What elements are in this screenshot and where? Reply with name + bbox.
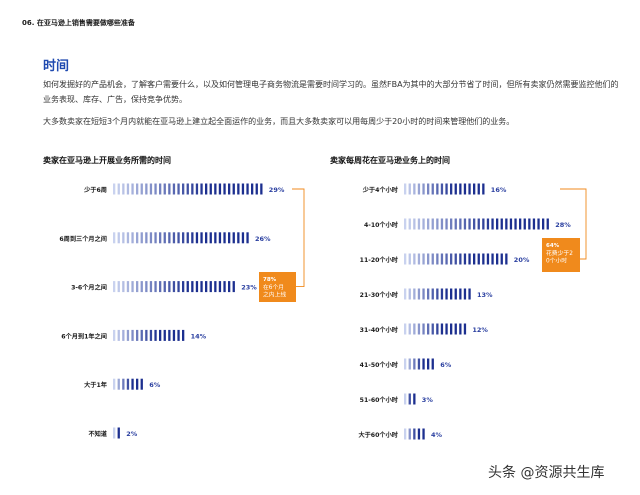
chart1-value-label: 6% xyxy=(149,381,161,389)
chart2-bar xyxy=(404,428,425,440)
chart2-bar xyxy=(404,358,434,370)
chart2-category-label: 少于4个小时 xyxy=(362,186,399,194)
chart2-bar xyxy=(404,253,508,265)
chart2-category-label: 51-60个小时 xyxy=(360,396,399,404)
chart2-value-label: 16% xyxy=(491,186,507,194)
page-heading: 时间 xyxy=(43,59,70,74)
chart2-value-label: 6% xyxy=(440,361,452,369)
chart1-value-label: 2% xyxy=(126,430,138,438)
intro-paragraph-2: 大多数卖家在短短3个月内就能在亚马逊上建立起全面运作的业务，而且大多数卖家可以用… xyxy=(43,117,515,126)
chart2-category-label: 41-50个小时 xyxy=(360,361,399,369)
chart2-category-label: 大于60个小时 xyxy=(358,431,398,439)
chart2-category-label: 21-30个小时 xyxy=(360,291,399,299)
chart2-value-label: 28% xyxy=(555,221,571,229)
chart1-category-label: 6个月到1年之间 xyxy=(61,332,107,340)
chart1-callout-text: 之内上线 xyxy=(263,291,286,299)
chart2-bar xyxy=(404,323,467,335)
chart1-value-label: 23% xyxy=(241,284,257,292)
section-label: 06. 在亚马逊上销售需要做哪些准备 xyxy=(22,19,135,27)
chart2-value-label: 12% xyxy=(472,326,488,334)
chart1-category-label: 大于1年 xyxy=(84,381,108,389)
chart2-category-label: 4-10个小时 xyxy=(364,221,399,229)
chart1-category-label: 3-6个月之间 xyxy=(71,284,107,292)
chart1-callout-text: 在6个月 xyxy=(263,283,284,291)
chart1-bar xyxy=(113,329,185,341)
chart1-value-label: 26% xyxy=(255,235,271,243)
chart1-bar xyxy=(113,427,120,439)
chart2-callout-box xyxy=(542,238,580,272)
chart1-category-label: 少于6周 xyxy=(83,186,107,194)
chart2-bar xyxy=(404,218,549,230)
chart1-callout-value: 78% xyxy=(263,277,277,283)
chart1-value-label: 29% xyxy=(269,186,285,194)
chart1-category-label: 6周到三个月之间 xyxy=(59,235,107,243)
chart1-callout-bracket xyxy=(272,188,305,288)
chart1-category-label: 不知道 xyxy=(88,430,107,438)
chart2-value-label: 13% xyxy=(477,291,493,299)
chart2-callout-text: 花费少于2 xyxy=(546,249,573,257)
chart1-callout-box xyxy=(259,272,296,302)
chart2-title: 卖家每周花在亚马逊业务上的时间 xyxy=(330,156,450,165)
chart2-category-label: 11-20个小时 xyxy=(360,256,399,264)
chart2-bar xyxy=(404,183,485,195)
chart1-bar xyxy=(113,232,249,244)
chart2-value-label: 3% xyxy=(422,396,434,404)
chart1-bar xyxy=(113,378,143,390)
chart1-bar xyxy=(113,183,263,195)
chart2-callout-value: 64% xyxy=(546,243,560,249)
chart2-bar xyxy=(404,393,416,405)
chart1-value-label: 14% xyxy=(191,332,207,340)
chart2-bar xyxy=(404,288,471,300)
chart2-value-label: 4% xyxy=(431,431,443,439)
watermark: 头条 @资源共生库 xyxy=(488,465,605,481)
chart2-callout-text: 0个小时 xyxy=(546,257,567,265)
chart2-value-label: 20% xyxy=(514,256,530,264)
intro-paragraph-1: 如何发掘好的产品机会，了解客户需要什么，以及如何管理电子商务物流是需要时间学习的… xyxy=(43,80,619,104)
chart1-title: 卖家在亚马逊上开展业务所需的时间 xyxy=(43,156,171,165)
chart1-bar xyxy=(113,281,235,293)
chart2-category-label: 31-40个小时 xyxy=(360,326,399,334)
